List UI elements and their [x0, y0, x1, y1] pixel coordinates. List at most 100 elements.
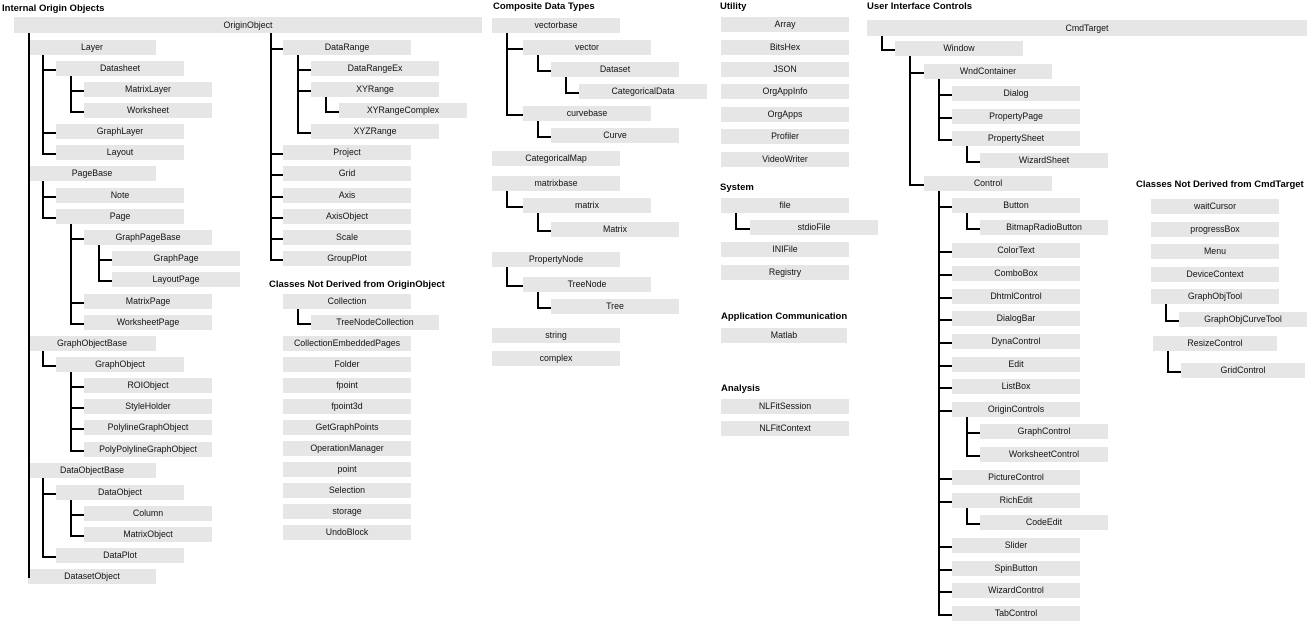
connector-line: [1165, 304, 1167, 321]
class-node-worksheetcontrol: WorksheetControl: [980, 447, 1108, 462]
section-title-user-interface-controls: User Interface Controls: [867, 1, 973, 12]
connector-line: [938, 387, 952, 389]
connector-line: [909, 184, 924, 186]
connector-line: [966, 228, 980, 230]
class-node-propertynode: PropertyNode: [492, 252, 620, 267]
class-node-graphcontrol: GraphControl: [980, 424, 1108, 439]
class-node-collection: Collection: [283, 294, 411, 309]
class-node-collectionembeddedpages: CollectionEmbeddedPages: [283, 336, 411, 351]
class-node-operationmanager: OperationManager: [283, 441, 411, 456]
connector-line: [938, 79, 940, 140]
connector-line: [909, 72, 924, 74]
class-node-curvebase: curvebase: [523, 106, 651, 121]
connector-line: [506, 267, 508, 286]
class-node-graphobjcurvetool: GraphObjCurveTool: [1179, 312, 1307, 327]
connector-line: [565, 77, 567, 93]
connector-line: [42, 478, 44, 557]
class-node-wizardsheet: WizardSheet: [980, 153, 1108, 168]
class-node-gridcontrol: GridControl: [1181, 363, 1305, 378]
class-node-fpoint3d: fpoint3d: [283, 399, 411, 414]
connector-line: [98, 280, 112, 282]
connector-line: [42, 132, 56, 134]
connector-line: [938, 478, 952, 480]
class-node-bitmapradiobutton: BitmapRadioButton: [980, 220, 1108, 235]
connector-line: [98, 259, 112, 261]
class-node-bitshex: BitsHex: [721, 40, 849, 55]
section-title-not-derived-cmdtarget: Classes Not Derived from CmdTarget: [1136, 179, 1304, 190]
class-node-stdiofile: stdioFile: [750, 220, 878, 235]
class-node-graphobjtool: GraphObjTool: [1151, 289, 1279, 304]
connector-line: [70, 535, 84, 537]
connector-line: [98, 245, 100, 281]
connector-line: [42, 365, 56, 367]
connector-line: [966, 146, 968, 162]
section-title-not-derived-origin-object: Classes Not Derived from OriginObject: [269, 279, 445, 290]
class-node-matrixpage: MatrixPage: [84, 294, 212, 309]
connector-line: [70, 238, 84, 240]
class-node-treenode: TreeNode: [523, 277, 651, 292]
connector-line: [70, 76, 72, 112]
connector-line: [938, 191, 940, 615]
connector-line: [506, 33, 508, 115]
connector-line: [537, 230, 551, 232]
class-node-xyzrange: XYZRange: [311, 124, 439, 139]
connector-line: [938, 251, 952, 253]
connector-line: [938, 501, 952, 503]
class-node-datasheet: Datasheet: [56, 61, 184, 76]
class-node-storage: storage: [283, 504, 411, 519]
class-node-getgraphpoints: GetGraphPoints: [283, 420, 411, 435]
connector-line: [938, 117, 952, 119]
connector-line: [42, 69, 56, 71]
connector-line: [938, 94, 952, 96]
class-node-fpoint: fpoint: [283, 378, 411, 393]
class-node-xyrange: XYRange: [311, 82, 439, 97]
connector-line: [938, 274, 952, 276]
connector-line: [42, 153, 56, 155]
class-node-combobox: ComboBox: [952, 266, 1080, 281]
connector-line: [938, 206, 952, 208]
class-node-originobject: OriginObject: [14, 17, 482, 33]
class-node-axisobject: AxisObject: [283, 209, 411, 224]
connector-line: [42, 181, 44, 218]
connector-line: [1165, 320, 1179, 322]
class-node-graphlayer: GraphLayer: [56, 124, 184, 139]
class-node-dynacontrol: DynaControl: [952, 334, 1080, 349]
connector-line: [881, 49, 895, 51]
connector-line: [325, 111, 339, 113]
class-node-curve: Curve: [551, 128, 679, 143]
connector-line: [909, 56, 911, 185]
class-node-layer: Layer: [28, 40, 156, 55]
class-node-vector: vector: [523, 40, 651, 55]
connector-line: [70, 90, 84, 92]
class-node-wizardcontrol: WizardControl: [952, 583, 1080, 598]
connector-line: [966, 417, 968, 456]
class-node-worksheet: Worksheet: [84, 103, 212, 118]
class-node-xyrangecomplex: XYRangeComplex: [339, 103, 467, 118]
class-node-graphobjectbase: GraphObjectBase: [28, 336, 156, 351]
class-node-complex: complex: [492, 351, 620, 366]
connector-line: [70, 372, 72, 451]
connector-line: [537, 136, 551, 138]
class-node-worksheetpage: WorksheetPage: [84, 315, 212, 330]
class-node-dialogbar: DialogBar: [952, 311, 1080, 326]
connector-line: [1167, 371, 1181, 373]
class-node-matrixbase: matrixbase: [492, 176, 620, 191]
connector-line: [1167, 351, 1169, 372]
connector-line: [938, 591, 952, 593]
connector-line: [506, 191, 508, 207]
section-title-system: System: [720, 182, 754, 193]
class-node-undoblock: UndoBlock: [283, 525, 411, 540]
connector-line: [537, 307, 551, 309]
connector-line: [735, 213, 737, 229]
connector-line: [966, 523, 980, 525]
connector-line: [565, 92, 579, 94]
connector-line: [70, 224, 72, 324]
class-node-edit: Edit: [952, 357, 1080, 372]
class-node-datasetobject: DatasetObject: [28, 569, 156, 584]
class-node-tree: Tree: [551, 299, 679, 314]
connector-line: [938, 297, 952, 299]
class-node-dhtmlcontrol: DhtmlControl: [952, 289, 1080, 304]
connector-line: [42, 55, 44, 154]
class-node-file: file: [721, 198, 849, 213]
class-node-control: Control: [924, 176, 1052, 191]
